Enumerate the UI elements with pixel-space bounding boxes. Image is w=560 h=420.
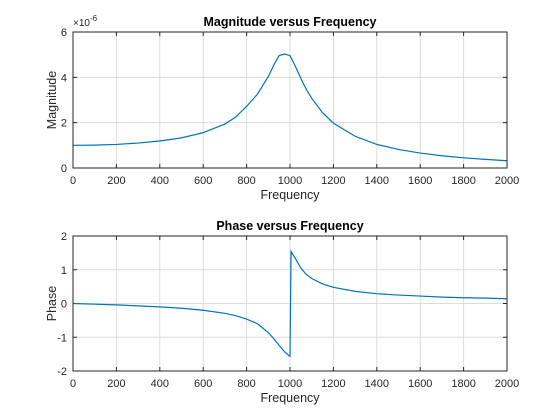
- phase-xtick-label: 1000: [278, 378, 302, 390]
- magnitude-xtick-label: 1000: [278, 175, 302, 187]
- magnitude-y-exponent: ×10-6: [73, 14, 98, 29]
- magnitude-curve: [72, 53, 508, 162]
- magnitude-title: Magnitude versus Frequency: [204, 15, 377, 29]
- magnitude-axes-frame: [72, 31, 508, 169]
- phase-ytick-label: -2: [57, 366, 67, 378]
- phase-xtick-label: 800: [237, 378, 255, 390]
- phase-xtick-label: 600: [194, 378, 212, 390]
- phase-curve: [72, 249, 508, 358]
- magnitude-xtick-label: 400: [151, 175, 169, 187]
- phase-xlabel: Frequency: [260, 391, 320, 405]
- magnitude-xtick-label: 600: [194, 175, 212, 187]
- phase-xtick-label: 1800: [451, 378, 475, 390]
- magnitude-ytick-label: 4: [61, 72, 67, 84]
- phase-xtick-label: 200: [107, 378, 125, 390]
- phase-ytick-label: 1: [61, 265, 67, 277]
- magnitude-xlabel: Frequency: [260, 188, 320, 202]
- phase-ylabel: Phase: [45, 286, 59, 321]
- magnitude-xtick-label: 1200: [321, 175, 345, 187]
- magnitude-xtick-label: 1400: [365, 175, 389, 187]
- phase-title: Phase versus Frequency: [216, 219, 363, 233]
- magnitude-ylabel: Magnitude: [45, 71, 59, 129]
- magnitude-ticks: 0 200 400 600 800 1000 1200 1400 1600 1800 2000 0 2 4…: [61, 27, 519, 187]
- phase-xtick-label: 1600: [408, 378, 432, 390]
- phase-axes-frame: [72, 235, 508, 372]
- magnitude-xtick-label: 800: [237, 175, 255, 187]
- magnitude-xtick-label: 200: [107, 175, 125, 187]
- phase-xtick-label: 400: [151, 378, 169, 390]
- magnitude-ytick-label: 6: [61, 27, 67, 39]
- magnitude-xtick-label: 2000: [495, 175, 519, 187]
- phase-xtick-label: 1200: [321, 378, 345, 390]
- phase-ytick-label: 2: [61, 231, 67, 243]
- exponent-power: -6: [90, 14, 98, 23]
- phase-xtick-label: 2000: [495, 378, 519, 390]
- magnitude-ytick-label: 0: [61, 163, 67, 175]
- phase-ytick-label: -1: [57, 332, 67, 344]
- phase-ytick-label: 0: [61, 299, 67, 311]
- phase-ticks: 0 200 400 600 800 1000 1200 1400 1600 1800 2000 -2 -…: [57, 231, 519, 390]
- magnitude-xtick-label: 1600: [408, 175, 432, 187]
- magnitude-plot: 0 200 400 600 800 1000 1200 1400 1600 1800 2000 0 2 4…: [45, 14, 519, 202]
- phase-xtick-label: 1400: [365, 378, 389, 390]
- exponent-base: ×10: [73, 18, 90, 29]
- magnitude-xtick-label: 0: [70, 175, 76, 187]
- phase-plot: 0 200 400 600 800 1000 1200 1400 1600 1800 2000 -2 -…: [45, 219, 519, 405]
- phase-xtick-label: 0: [70, 378, 76, 390]
- magnitude-xtick-label: 1800: [451, 175, 475, 187]
- magnitude-ytick-label: 2: [61, 118, 67, 130]
